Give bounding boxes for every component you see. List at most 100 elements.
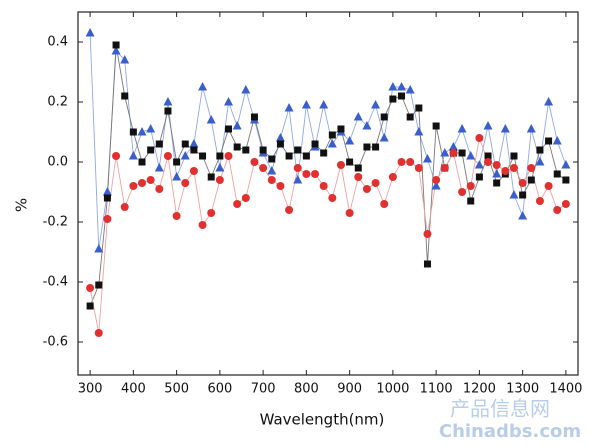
square-marker	[432, 122, 440, 130]
square-marker	[545, 137, 553, 145]
square-marker	[363, 143, 371, 151]
triangle-marker	[301, 100, 311, 109]
x-tick-label: 900	[337, 382, 362, 397]
triangle-marker	[388, 82, 398, 91]
circle-marker	[172, 212, 181, 220]
x-tick-label: 300	[78, 382, 103, 397]
triangle-marker	[327, 139, 337, 148]
triangle-marker	[85, 28, 95, 37]
circle-marker	[354, 173, 363, 181]
triangle-marker	[180, 151, 190, 160]
circle-marker	[86, 284, 95, 292]
triangle-marker	[379, 133, 389, 142]
triangle-marker	[345, 136, 355, 145]
triangle-marker	[319, 100, 329, 109]
triangle-marker	[544, 97, 554, 106]
square-marker	[337, 125, 345, 133]
y-tick-label: -0.4	[43, 275, 68, 290]
circle-marker	[120, 203, 129, 211]
circle-marker	[311, 170, 320, 178]
square-marker	[311, 140, 319, 148]
circle-marker	[224, 152, 233, 160]
triangle-marker	[146, 124, 156, 133]
y-tick-label: 0.0	[47, 155, 68, 170]
triangle-marker	[206, 115, 216, 124]
circle-marker	[276, 182, 285, 190]
square-marker	[121, 92, 129, 100]
circle-marker	[561, 200, 570, 208]
circle-marker	[328, 194, 337, 202]
square-marker	[458, 149, 466, 157]
square-marker	[112, 41, 120, 49]
circle-marker	[518, 179, 527, 187]
square-marker	[164, 107, 172, 115]
circle-marker	[103, 215, 112, 223]
square-marker	[510, 152, 518, 160]
triangle-marker	[102, 187, 112, 196]
circle-marker	[449, 149, 458, 157]
circle-marker	[475, 134, 484, 142]
circle-marker	[501, 167, 510, 175]
square-marker	[423, 260, 431, 268]
triangle-marker	[224, 97, 234, 106]
square-marker	[553, 170, 561, 178]
square-marker	[467, 197, 475, 205]
triangle-marker	[198, 82, 208, 91]
circle-marker	[492, 161, 501, 169]
square-marker	[103, 194, 111, 202]
square-marker	[320, 149, 328, 157]
x-tick-label: 600	[207, 382, 232, 397]
circle-marker	[302, 170, 311, 178]
square-marker	[173, 158, 181, 166]
triangle-marker	[466, 151, 476, 160]
circle-marker	[163, 152, 172, 160]
circle-marker	[432, 176, 441, 184]
triangle-marker	[371, 100, 381, 109]
triangle-marker	[509, 190, 519, 199]
square-marker	[527, 176, 535, 184]
circle-marker	[484, 158, 493, 166]
square-marker	[155, 140, 163, 148]
square-marker	[398, 92, 406, 100]
square-marker	[225, 125, 233, 133]
square-marker	[562, 176, 570, 184]
triangle-marker	[431, 181, 441, 190]
watermark: 产品信息网	[450, 397, 550, 421]
circle-marker	[544, 182, 553, 190]
square-marker	[380, 113, 388, 121]
square-marker	[354, 164, 362, 172]
circle-marker	[406, 158, 415, 166]
triangle-marker	[353, 112, 363, 121]
circle-marker	[380, 200, 389, 208]
square-marker	[519, 191, 527, 199]
triangle-marker	[448, 142, 458, 151]
triangle-marker	[154, 163, 164, 172]
square-marker	[389, 95, 397, 103]
triangle-marker	[163, 97, 173, 106]
circle-marker	[259, 164, 268, 172]
triangle-marker	[362, 121, 372, 130]
square-marker	[233, 143, 241, 151]
circle-marker	[233, 200, 242, 208]
triangle-marker	[120, 55, 130, 64]
square-marker	[268, 155, 276, 163]
y-tick-label: -0.6	[43, 335, 68, 350]
triangle-marker	[500, 124, 510, 133]
triangle-marker	[284, 103, 294, 112]
circle-marker	[267, 176, 276, 184]
circle-marker	[155, 185, 164, 193]
triangle-marker	[422, 154, 432, 163]
triangle-marker	[137, 127, 147, 136]
x-axis-label: Wavelength(nm)	[260, 411, 385, 429]
square-marker	[276, 140, 284, 148]
circle-marker	[319, 182, 328, 190]
square-marker	[493, 179, 501, 187]
triangle-marker	[474, 160, 484, 169]
triangle-marker	[492, 169, 502, 178]
triangle-marker	[414, 127, 424, 136]
circle-marker	[138, 179, 147, 187]
circle-marker	[423, 230, 432, 238]
square-marker	[415, 104, 423, 112]
triangle-marker	[293, 175, 303, 184]
square-marker	[147, 146, 155, 154]
